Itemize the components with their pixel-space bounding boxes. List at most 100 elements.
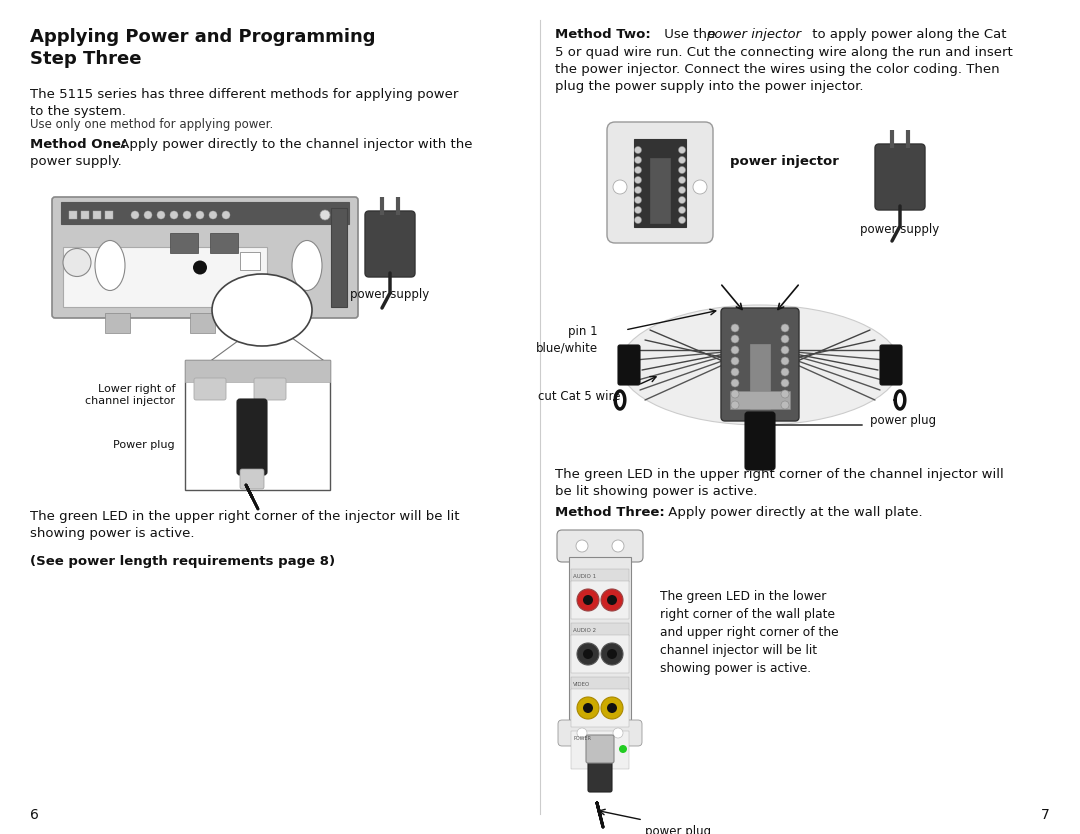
Bar	[185, 360, 330, 490]
Bar	[730, 391, 789, 409]
Bar	[190, 313, 215, 333]
Circle shape	[600, 697, 623, 719]
FancyBboxPatch shape	[588, 758, 612, 792]
Text: The 5115 series has three different methods for applying power
to the system.: The 5115 series has three different meth…	[30, 88, 458, 118]
FancyBboxPatch shape	[240, 469, 264, 489]
Circle shape	[781, 357, 789, 365]
Text: (See power length requirements page 8): (See power length requirements page 8)	[30, 555, 335, 568]
Bar	[571, 581, 629, 619]
Text: the power injector. Connect the wires using the color coding. Then: the power injector. Connect the wires us…	[555, 63, 1000, 76]
Circle shape	[170, 211, 178, 219]
Circle shape	[731, 346, 739, 354]
Bar	[330, 208, 347, 307]
Circle shape	[635, 187, 642, 193]
Bar	[210, 233, 238, 253]
Circle shape	[577, 643, 599, 665]
Text: Method Two:: Method Two:	[555, 28, 651, 41]
Circle shape	[577, 728, 588, 738]
Circle shape	[731, 368, 739, 376]
FancyBboxPatch shape	[365, 211, 415, 277]
Bar	[185, 360, 330, 382]
Text: to apply power along the Cat: to apply power along the Cat	[808, 28, 1007, 41]
Text: Applying Power and Programming
Step Three: Applying Power and Programming Step Thre…	[30, 28, 376, 68]
Bar	[571, 569, 629, 582]
Circle shape	[635, 217, 642, 224]
Bar	[105, 211, 113, 219]
Text: Use only one method for applying power.: Use only one method for applying power.	[30, 118, 273, 131]
Text: Method Three:: Method Three:	[555, 506, 665, 519]
Circle shape	[183, 211, 191, 219]
Circle shape	[781, 346, 789, 354]
Text: AUDIO 1: AUDIO 1	[573, 574, 596, 579]
Circle shape	[678, 147, 686, 153]
Circle shape	[576, 540, 588, 552]
Bar	[69, 211, 77, 219]
Bar	[81, 211, 89, 219]
Circle shape	[619, 745, 627, 753]
FancyBboxPatch shape	[607, 122, 713, 243]
Circle shape	[635, 167, 642, 173]
Text: AUDIO 2: AUDIO 2	[573, 627, 596, 632]
FancyBboxPatch shape	[875, 144, 924, 210]
Circle shape	[577, 589, 599, 611]
Circle shape	[731, 357, 739, 365]
Circle shape	[607, 703, 617, 713]
FancyBboxPatch shape	[558, 720, 642, 746]
Circle shape	[635, 207, 642, 214]
Ellipse shape	[292, 240, 322, 290]
Circle shape	[731, 401, 739, 409]
Bar	[569, 557, 631, 742]
Circle shape	[635, 197, 642, 203]
Text: POWER: POWER	[573, 736, 592, 741]
Bar	[750, 344, 770, 409]
Circle shape	[635, 177, 642, 183]
Bar	[240, 252, 260, 269]
Circle shape	[781, 379, 789, 387]
FancyBboxPatch shape	[52, 197, 357, 318]
Bar	[275, 313, 300, 333]
Circle shape	[678, 217, 686, 224]
Circle shape	[144, 211, 152, 219]
Text: VIDEO: VIDEO	[573, 681, 591, 686]
Circle shape	[731, 379, 739, 387]
Circle shape	[678, 167, 686, 173]
Text: 7: 7	[1041, 808, 1050, 822]
Circle shape	[781, 324, 789, 332]
Circle shape	[600, 589, 623, 611]
FancyBboxPatch shape	[194, 378, 226, 400]
Text: power supply.: power supply.	[30, 155, 122, 168]
Circle shape	[678, 187, 686, 193]
Ellipse shape	[95, 240, 125, 290]
Text: The green LED in the upper right corner of the injector will be lit
showing powe: The green LED in the upper right corner …	[30, 510, 459, 540]
Bar	[60, 202, 349, 224]
Circle shape	[693, 180, 707, 194]
FancyBboxPatch shape	[745, 412, 775, 470]
Circle shape	[613, 180, 627, 194]
Circle shape	[635, 147, 642, 153]
Circle shape	[210, 211, 217, 219]
Bar	[571, 677, 629, 690]
Circle shape	[320, 210, 330, 220]
Text: The green LED in the lower
right corner of the wall plate
and upper right corner: The green LED in the lower right corner …	[660, 590, 839, 675]
Text: power injector: power injector	[706, 28, 801, 41]
Circle shape	[131, 211, 139, 219]
Circle shape	[607, 595, 617, 605]
Text: Lower right of
channel injector: Lower right of channel injector	[85, 384, 175, 406]
Circle shape	[731, 335, 739, 343]
Bar	[571, 689, 629, 727]
Circle shape	[193, 260, 207, 274]
FancyBboxPatch shape	[618, 345, 640, 385]
Circle shape	[635, 157, 642, 163]
Text: 6: 6	[30, 808, 39, 822]
Bar	[571, 623, 629, 636]
Text: cut Cat 5 wire: cut Cat 5 wire	[538, 390, 620, 403]
Bar	[571, 731, 629, 769]
Circle shape	[678, 157, 686, 163]
Circle shape	[781, 401, 789, 409]
Circle shape	[613, 728, 623, 738]
FancyBboxPatch shape	[880, 345, 902, 385]
Circle shape	[678, 197, 686, 203]
Bar	[105, 313, 130, 333]
Text: power supply: power supply	[350, 288, 430, 301]
Text: plug the power supply into the power injector.: plug the power supply into the power inj…	[555, 80, 864, 93]
